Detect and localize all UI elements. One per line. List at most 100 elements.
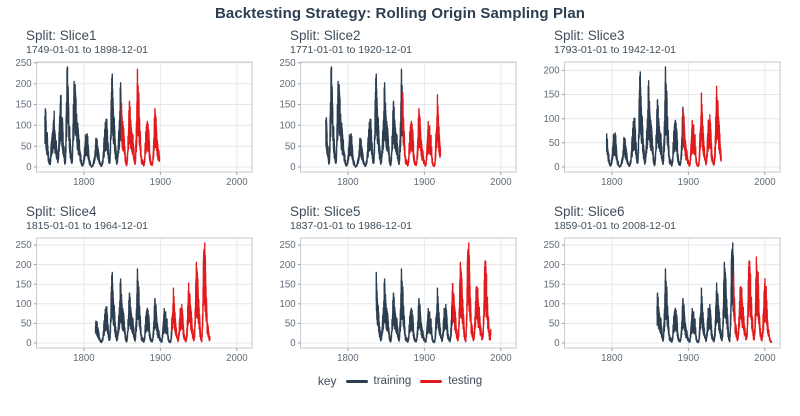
svg-text:250: 250 [16, 58, 33, 69]
chart-title: Backtesting Strategy: Rolling Origin Sam… [214, 5, 586, 22]
facet-slice1: Split: Slice1 1749-01-01 to 1898-12-01 180… [10, 26, 258, 190]
svg-text:1800: 1800 [337, 353, 359, 364]
testing-series [401, 92, 442, 168]
tick-marks [33, 62, 238, 175]
svg-text:200: 200 [544, 260, 561, 271]
facet-subtitle: 1859-01-01 to 2008-12-01 [554, 220, 677, 232]
testing-line-swatch [420, 379, 443, 383]
tick-marks [297, 62, 502, 175]
facet-slice5: Split: Slice5 1837-01-01 to 1986-12-01 180… [274, 202, 522, 366]
svg-text:150: 150 [544, 279, 561, 290]
svg-text:1800: 1800 [601, 353, 623, 364]
svg-text:50: 50 [21, 319, 32, 330]
facet-subtitle: 1793-01-01 to 1942-12-01 [554, 44, 677, 56]
facet-title: Split: Slice1 [26, 28, 97, 43]
tick-marks [561, 244, 766, 351]
svg-text:250: 250 [280, 58, 297, 69]
svg-text:1800: 1800 [73, 353, 95, 364]
tick-marks [561, 69, 766, 175]
panel-border [36, 61, 253, 173]
panel-border [36, 237, 253, 349]
testing-series [120, 68, 161, 167]
facet-plot: 1800 1900 2000 0 50 100 150 200 250 [280, 237, 517, 364]
facet-title: Split: Slice5 [290, 204, 361, 219]
legend-item-testing: testing [420, 375, 482, 387]
legend-label-training: training [373, 375, 412, 387]
x-tick-labels: 1800 1900 2000 [601, 353, 776, 364]
svg-text:250: 250 [16, 240, 33, 251]
svg-text:2000: 2000 [754, 353, 776, 364]
panel-border [564, 61, 781, 173]
svg-text:250: 250 [544, 240, 561, 251]
svg-text:0: 0 [290, 338, 296, 349]
panel-border [300, 61, 517, 173]
facet-subtitle: 1771-01-01 to 1920-12-01 [290, 44, 413, 56]
x-tick-labels: 1800 1900 2000 [73, 177, 248, 188]
training-series [656, 242, 735, 344]
svg-text:2000: 2000 [226, 177, 248, 188]
legend-title: key [317, 374, 337, 388]
panel-border [564, 237, 781, 349]
svg-text:150: 150 [280, 279, 297, 290]
svg-text:50: 50 [285, 141, 296, 152]
legend-label-testing: testing [448, 375, 483, 387]
svg-text:0: 0 [554, 338, 560, 349]
facet-subtitle: 1837-01-01 to 1986-12-01 [290, 220, 413, 232]
svg-text:150: 150 [16, 279, 33, 290]
y-tick-labels: 0 50 100 150 200 250 [16, 58, 33, 173]
gridlines [564, 62, 781, 172]
y-tick-labels: 0 50 100 150 200 250 [280, 58, 297, 173]
facet-plot: 1800 1900 2000 0 50 100 150 200 250 [544, 237, 781, 364]
svg-text:150: 150 [280, 100, 297, 111]
testing-series [682, 85, 722, 168]
svg-text:250: 250 [280, 240, 297, 251]
y-tick-labels: 0 50 100 150 200 [544, 66, 561, 174]
svg-text:100: 100 [16, 299, 33, 310]
facet-title: Split: Slice6 [554, 204, 625, 219]
training-series [94, 268, 173, 344]
facet-slice4: Split: Slice4 1815-01-01 to 1964-12-01 180… [10, 202, 258, 366]
svg-text:50: 50 [285, 319, 296, 330]
svg-text:1900: 1900 [150, 353, 172, 364]
svg-text:0: 0 [290, 162, 296, 173]
svg-text:200: 200 [544, 66, 561, 77]
svg-text:100: 100 [544, 299, 561, 310]
svg-text:1800: 1800 [73, 177, 95, 188]
testing-series [451, 242, 492, 343]
svg-text:100: 100 [544, 114, 561, 125]
svg-text:1800: 1800 [337, 177, 359, 188]
svg-text:1900: 1900 [414, 353, 436, 364]
svg-text:200: 200 [16, 79, 33, 90]
facet-plot: 1800 1900 2000 0 50 100 150 200 250 [16, 58, 253, 188]
x-tick-labels: 1800 1900 2000 [73, 353, 248, 364]
svg-text:2000: 2000 [490, 177, 512, 188]
svg-text:2000: 2000 [754, 177, 776, 188]
svg-text:2000: 2000 [226, 353, 248, 364]
tick-marks [33, 244, 238, 351]
facet-subtitle: 1815-01-01 to 1964-12-01 [26, 220, 149, 232]
svg-text:0: 0 [26, 162, 32, 173]
testing-series [732, 256, 773, 344]
svg-text:0: 0 [26, 338, 32, 349]
svg-text:1900: 1900 [678, 177, 700, 188]
y-tick-labels: 0 50 100 150 200 250 [544, 240, 561, 349]
y-tick-labels: 0 50 100 150 200 250 [280, 240, 297, 349]
svg-text:200: 200 [16, 260, 33, 271]
facet-slice2: Split: Slice2 1771-01-01 to 1920-12-01 180… [274, 26, 522, 190]
x-tick-labels: 1800 1900 2000 [337, 353, 512, 364]
legend-item-training: training [345, 375, 412, 387]
facet-slice6: Split: Slice6 1859-01-01 to 2008-12-01 180… [538, 202, 786, 366]
svg-text:200: 200 [280, 79, 297, 90]
training-series [605, 66, 684, 168]
svg-text:0: 0 [554, 162, 560, 173]
tick-marks [297, 244, 502, 351]
testing-series [171, 242, 211, 343]
svg-text:100: 100 [16, 120, 33, 131]
training-series [375, 268, 454, 344]
svg-text:1900: 1900 [678, 353, 700, 364]
facet-title: Split: Slice4 [26, 204, 97, 219]
svg-text:1900: 1900 [414, 177, 436, 188]
facet-title: Split: Slice2 [290, 28, 361, 43]
svg-text:1900: 1900 [150, 177, 172, 188]
training-line-swatch [345, 379, 368, 383]
